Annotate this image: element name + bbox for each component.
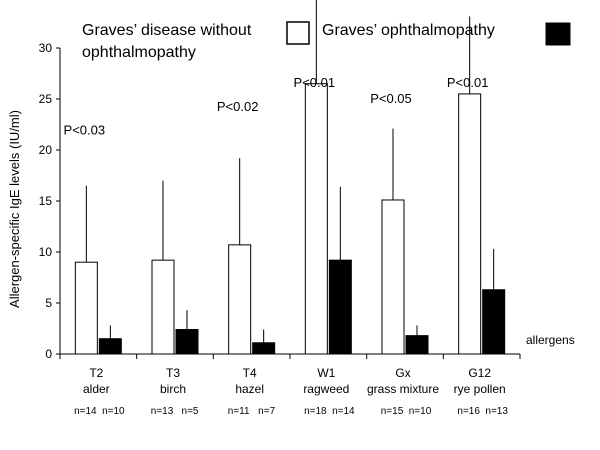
category-code: T2 bbox=[89, 366, 103, 380]
category-code: G12 bbox=[468, 366, 491, 380]
p-value-label: P<0.03 bbox=[64, 123, 106, 138]
bar-without-ophthalmopathy bbox=[151, 259, 175, 355]
n-left-label: n=11 bbox=[228, 406, 250, 417]
legend-swatch-black bbox=[545, 22, 571, 46]
category-code: W1 bbox=[317, 366, 335, 380]
p-value-label: P<0.05 bbox=[370, 91, 412, 106]
bar-ophthalmopathy bbox=[405, 335, 429, 355]
category-name: ragweed bbox=[303, 382, 349, 396]
x-axis-label: allergens bbox=[526, 333, 575, 347]
category-labels: T2 alder n=14 n=10 T3 birch n=13 n=5 T4 hazel n=11… bbox=[74, 366, 508, 417]
bar-ophthalmopathy bbox=[98, 338, 122, 355]
bar-ophthalmopathy bbox=[252, 342, 276, 355]
y-tick-label: 15 bbox=[39, 194, 53, 208]
x-axis bbox=[59, 353, 521, 359]
category-name: rye pollen bbox=[454, 382, 506, 396]
legend-label-line: ophthalmopathy bbox=[82, 44, 196, 61]
bar-without-ophthalmopathy bbox=[74, 261, 98, 355]
bar-without-ophthalmopathy bbox=[304, 83, 328, 355]
category-name: alder bbox=[83, 382, 110, 396]
legend-swatch-white bbox=[286, 21, 310, 45]
legend-label-line: Graves’ ophthalmopathy bbox=[322, 22, 495, 39]
bar-ophthalmopathy bbox=[175, 329, 199, 355]
category-name: birch bbox=[160, 382, 186, 396]
n-left-label: n=16 bbox=[457, 406, 480, 417]
y-tick-label: 30 bbox=[39, 41, 53, 55]
n-right-label: n=5 bbox=[182, 406, 199, 417]
category-code: Gx bbox=[395, 366, 410, 380]
n-left-label: n=15 bbox=[381, 406, 404, 417]
bar-without-ophthalmopathy bbox=[228, 244, 252, 355]
n-left-label: n=13 bbox=[151, 406, 174, 417]
category-code: T4 bbox=[243, 366, 257, 380]
y-tick-label: 0 bbox=[45, 347, 52, 361]
error-bars bbox=[85, 0, 495, 343]
y-tick-label: 25 bbox=[39, 92, 53, 106]
y-axis: 0 5 10 15 20 25 30 bbox=[39, 41, 61, 361]
category-name: grass mixture bbox=[367, 382, 439, 396]
bar-without-ophthalmopathy bbox=[458, 93, 482, 355]
n-right-label: n=10 bbox=[409, 406, 432, 417]
legend: Graves’ disease without ophthalmopathy Gra… bbox=[82, 21, 571, 61]
p-value-label: P<0.01 bbox=[447, 75, 489, 90]
p-value-label: P<0.02 bbox=[217, 99, 259, 114]
bar-ophthalmopathy bbox=[328, 259, 352, 355]
n-left-label: n=14 bbox=[74, 406, 97, 417]
y-tick-label: 10 bbox=[39, 245, 53, 259]
bars bbox=[74, 83, 506, 355]
y-tick-label: 20 bbox=[39, 143, 53, 157]
category-name: hazel bbox=[235, 382, 264, 396]
p-value-labels: P<0.03 P<0.02 P<0.01 P<0.05 P<0.01 bbox=[64, 75, 489, 138]
y-tick-label: 5 bbox=[45, 296, 52, 310]
category-code: T3 bbox=[166, 366, 180, 380]
n-left-label: n=18 bbox=[304, 406, 327, 417]
n-right-label: n=10 bbox=[102, 406, 125, 417]
legend-label-line: Graves’ disease without bbox=[82, 22, 252, 39]
n-right-label: n=7 bbox=[258, 406, 275, 417]
bar-without-ophthalmopathy bbox=[381, 199, 405, 355]
y-axis-label: Allergen-specific IgE levels (IU/ml) bbox=[7, 110, 22, 308]
n-right-label: n=13 bbox=[485, 406, 508, 417]
bar-ophthalmopathy bbox=[482, 289, 506, 355]
p-value-label: P<0.01 bbox=[294, 75, 336, 90]
n-right-label: n=14 bbox=[332, 406, 355, 417]
